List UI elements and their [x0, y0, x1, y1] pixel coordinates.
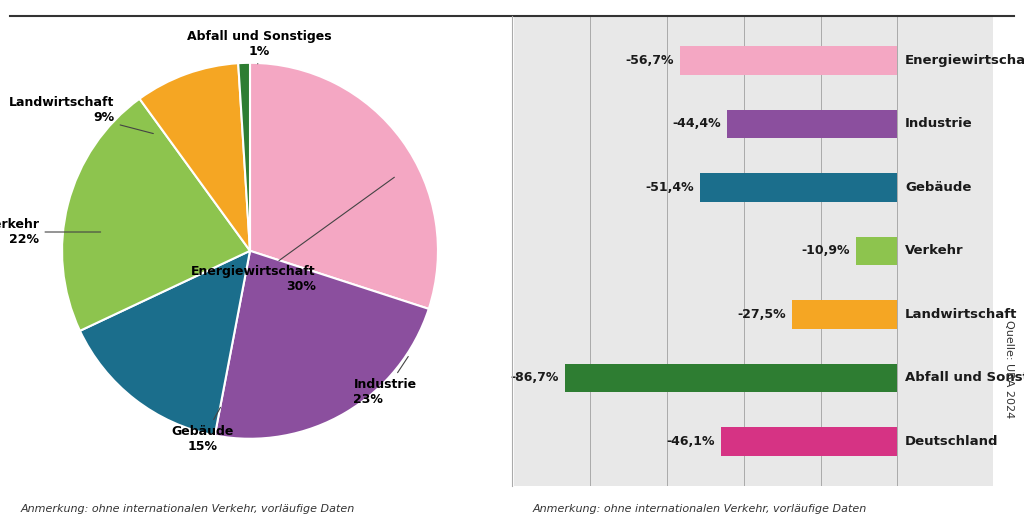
Text: Gebäude: Gebäude — [905, 181, 972, 194]
Bar — [727, 109, 897, 138]
Text: Anmerkung: ohne internationalen Verkehr, vorläufige Daten: Anmerkung: ohne internationalen Verkehr,… — [532, 504, 866, 514]
Text: Quelle: UBA 2024: Quelle: UBA 2024 — [1004, 320, 1014, 419]
Wedge shape — [215, 251, 429, 439]
Wedge shape — [139, 63, 250, 251]
Text: Anmerkung: ohne internationalen Verkehr, vorläufige Daten: Anmerkung: ohne internationalen Verkehr,… — [20, 504, 354, 514]
Wedge shape — [250, 63, 438, 309]
Bar — [792, 300, 897, 328]
Text: -51,4%: -51,4% — [646, 181, 694, 194]
Text: Verkehr
22%: Verkehr 22% — [0, 218, 100, 246]
Bar — [680, 46, 897, 74]
Text: Industrie: Industrie — [905, 117, 973, 130]
Text: -46,1%: -46,1% — [667, 435, 715, 448]
Text: Deutschland: Deutschland — [905, 435, 998, 448]
Text: Landwirtschaft: Landwirtschaft — [905, 308, 1018, 321]
Text: -86,7%: -86,7% — [511, 371, 559, 384]
Text: Industrie
23%: Industrie 23% — [353, 356, 417, 406]
Wedge shape — [62, 99, 250, 331]
Text: -44,4%: -44,4% — [673, 117, 721, 130]
Bar — [721, 427, 897, 456]
Text: -10,9%: -10,9% — [802, 244, 850, 257]
Bar — [700, 173, 897, 202]
Wedge shape — [239, 63, 250, 251]
Text: -56,7%: -56,7% — [626, 54, 674, 67]
Wedge shape — [80, 251, 250, 436]
Text: Verkehr: Verkehr — [905, 244, 964, 257]
Text: Landwirtschaft
9%: Landwirtschaft 9% — [9, 96, 154, 134]
Text: -27,5%: -27,5% — [737, 308, 786, 321]
Text: Energiewirtschaft: Energiewirtschaft — [905, 54, 1024, 67]
Text: Abfall und Sonstiges
1%: Abfall und Sonstiges 1% — [187, 30, 332, 64]
Bar — [565, 363, 897, 392]
Bar — [856, 237, 897, 265]
Text: Gebäude
15%: Gebäude 15% — [172, 408, 234, 453]
Text: Energiewirtschaft
30%: Energiewirtschaft 30% — [191, 177, 394, 293]
Text: Abfall und Sonstiges: Abfall und Sonstiges — [905, 371, 1024, 384]
